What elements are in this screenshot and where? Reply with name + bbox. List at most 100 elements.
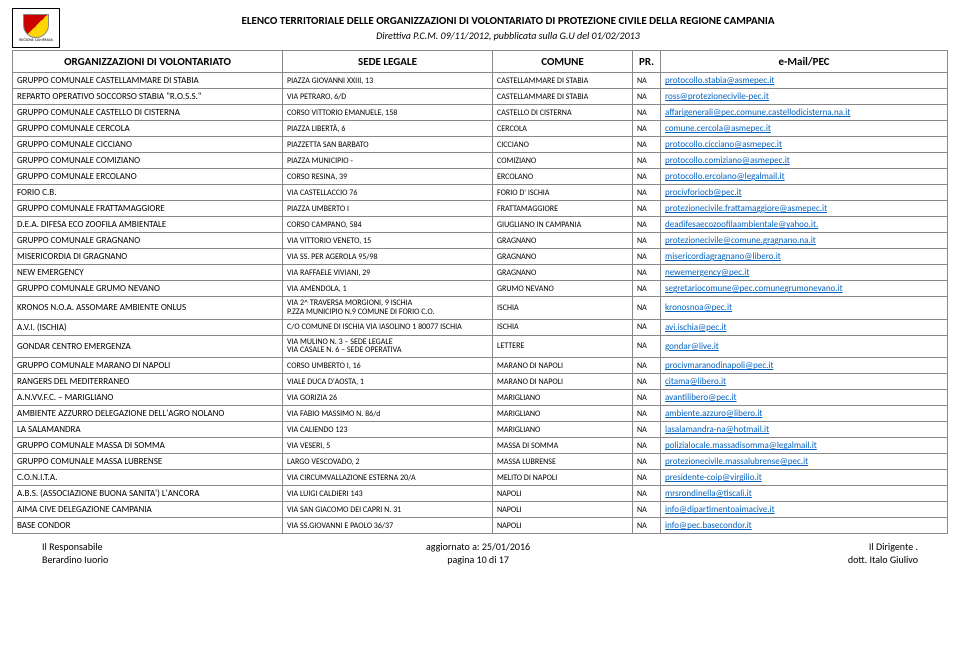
email-link[interactable]: protocollo.ercolano@legalmail.it <box>665 171 785 182</box>
cell-org: GRUPPO COMUNALE GRUMO NEVANO <box>13 281 283 297</box>
cell-email: kronosnoa@pec.it <box>661 297 948 320</box>
cell-org: GRUPPO COMUNALE MARANO DI NAPOLI <box>13 358 283 374</box>
cell-pr: NA <box>633 201 661 217</box>
cell-comune: CERCOLA <box>493 121 633 137</box>
cell-pr: NA <box>633 185 661 201</box>
cell-pr: NA <box>633 406 661 422</box>
table-row: AIMA CIVE DELEGAZIONE CAMPANIAVIA SAN GI… <box>13 502 948 518</box>
cell-org: GRUPPO COMUNALE GRAGNANO <box>13 233 283 249</box>
cell-comune: GRAGNANO <box>493 233 633 249</box>
cell-email: affarigenerali@pec.comune.castellodicist… <box>661 105 948 121</box>
email-link[interactable]: info@dipartimentoaimacive.it <box>665 504 775 515</box>
cell-pr: NA <box>633 454 661 470</box>
email-link[interactable]: deadifesaecozoofilaambientale@yahoo.it. <box>665 219 818 230</box>
page-subtitle: Direttiva P.C.M. 09/11/2012, pubblicata … <box>68 29 948 42</box>
email-link[interactable]: presidente-coip@virgilio.it <box>665 472 762 483</box>
cell-org: A.V.I. (ISCHIA) <box>13 319 283 335</box>
email-link[interactable]: protocollo.cicciano@asmepec.it <box>665 139 782 150</box>
email-link[interactable]: gondar@live.it <box>665 341 719 352</box>
cell-comune: MARANO DI NAPOLI <box>493 358 633 374</box>
page-header: REGIONE CAMPANIA ELENCO TERRITORIALE DEL… <box>12 8 948 48</box>
cell-sede: VIA GORIZIA 26 <box>283 390 493 406</box>
cell-org: A.B.S. (ASSOCIAZIONE BUONA SANITA') L'AN… <box>13 486 283 502</box>
cell-org: RANGERS DEL MEDITERRANEO <box>13 374 283 390</box>
email-link[interactable]: segretariocomune@pec.comunegrumonevano.i… <box>665 283 843 294</box>
table-row: NEW EMERGENCYVIA RAFFAELE VIVIANI, 29GRA… <box>13 265 948 281</box>
cell-comune: CICCIANO <box>493 137 633 153</box>
table-row: GONDAR CENTRO EMERGENZAVIA MULINO N. 3 –… <box>13 335 948 358</box>
organizations-table: ORGANIZZAZIONI DI VOLONTARIATO SEDE LEGA… <box>12 50 948 534</box>
table-row: D.E.A. DIFESA ECO ZOOFILA AMBIENTALECORS… <box>13 217 948 233</box>
cell-email: presidente-coip@virgilio.it <box>661 470 948 486</box>
region-logo: REGIONE CAMPANIA <box>12 8 60 48</box>
cell-pr: NA <box>633 470 661 486</box>
cell-email: info@pec.basecondor.it <box>661 518 948 534</box>
cell-comune: GRAGNANO <box>493 249 633 265</box>
email-link[interactable]: avi.ischia@pec.it <box>665 322 726 333</box>
email-link[interactable]: affarigenerali@pec.comune.castellodicist… <box>665 107 850 118</box>
col-header-sede: SEDE LEGALE <box>283 51 493 73</box>
cell-sede: VIA CALIENDO 123 <box>283 422 493 438</box>
footer-responsible-label: Il Responsabile <box>42 540 108 553</box>
cell-pr: NA <box>633 297 661 320</box>
email-link[interactable]: procivmaranodinapoli@pec.it <box>665 360 774 371</box>
cell-pr: NA <box>633 153 661 169</box>
email-link[interactable]: protocollo.stabia@asmepec.it <box>665 75 774 86</box>
cell-pr: NA <box>633 518 661 534</box>
email-link[interactable]: protocollo.comiziano@asmepec.it <box>665 155 790 166</box>
email-link[interactable]: mrsrondinella@tiscali.it <box>665 488 752 499</box>
email-link[interactable]: procivforiocb@pec.it <box>665 187 742 198</box>
email-link[interactable]: comune.cercola@asmepec.it <box>665 123 771 134</box>
cell-pr: NA <box>633 390 661 406</box>
email-link[interactable]: ambiente.azzuro@libero.it <box>665 408 762 419</box>
cell-pr: NA <box>633 335 661 358</box>
cell-email: newemergency@pec.it <box>661 265 948 281</box>
footer-manager-name: dott. Italo Giulivo <box>848 553 918 566</box>
cell-email: avi.ischia@pec.it <box>661 319 948 335</box>
table-row: C.O.N.I.T.A.VIA CIRCUMVALLAZIONE ESTERNA… <box>13 470 948 486</box>
cell-org: GRUPPO COMUNALE FRATTAMAGGIORE <box>13 201 283 217</box>
cell-sede: PIAZZA UMBERTO I <box>283 201 493 217</box>
cell-sede: PIAZZA LIBERTÀ, 6 <box>283 121 493 137</box>
cell-org: GONDAR CENTRO EMERGENZA <box>13 335 283 358</box>
email-link[interactable]: lasalamandra-na@hotmail.it <box>665 424 769 435</box>
footer-manager-label: Il Dirigente . <box>848 540 918 553</box>
cell-org: GRUPPO COMUNALE CASTELLO DI CISTERNA <box>13 105 283 121</box>
email-link[interactable]: info@pec.basecondor.it <box>665 520 752 531</box>
email-link[interactable]: citama@libero.it <box>665 376 726 387</box>
table-row: GRUPPO COMUNALE GRUMO NEVANOVIA AMENDOLA… <box>13 281 948 297</box>
email-link[interactable]: misericordiagragnano@libero.it <box>665 251 781 262</box>
cell-sede: VIALE DUCA D'AOSTA, 1 <box>283 374 493 390</box>
cell-sede: PIAZZETTA SAN BARBATO <box>283 137 493 153</box>
cell-sede: VIA SS.GIOVANNI E PAOLO 36/37 <box>283 518 493 534</box>
cell-comune: CASTELLAMMARE DI STABIA <box>493 89 633 105</box>
email-link[interactable]: polizialocale.massadisomma@legalmail.it <box>665 440 817 451</box>
cell-org: REPARTO OPERATIVO SOCCORSO STABIA "R.O.S… <box>13 89 283 105</box>
cell-email: ambiente.azzuro@libero.it <box>661 406 948 422</box>
cell-sede: CORSO CAMPANO, 584 <box>283 217 493 233</box>
email-link[interactable]: protezionecivile.massalubrense@pec.it <box>665 456 808 467</box>
email-link[interactable]: protezionecivile.frattamaggiore@asmepec.… <box>665 203 827 214</box>
cell-comune: NAPOLI <box>493 518 633 534</box>
cell-comune: ISCHIA <box>493 319 633 335</box>
email-link[interactable]: avantilibero@pec.it <box>665 392 737 403</box>
cell-pr: NA <box>633 486 661 502</box>
cell-org: A.N.VV.F.C. – MARIGLIANO <box>13 390 283 406</box>
table-row: GRUPPO COMUNALE ERCOLANOCORSO RESINA, 39… <box>13 169 948 185</box>
email-link[interactable]: kronosnoa@pec.it <box>665 302 732 313</box>
cell-email: protocollo.cicciano@asmepec.it <box>661 137 948 153</box>
email-link[interactable]: protezionecivile@comune.gragnano.na.it <box>665 235 816 246</box>
email-link[interactable]: newemergency@pec.it <box>665 267 749 278</box>
col-header-email: e-Mail/PEC <box>661 51 948 73</box>
email-link[interactable]: ross@protezionecivile-pec.it <box>665 91 769 102</box>
shield-icon <box>23 14 49 38</box>
table-row: A.V.I. (ISCHIA)C/O COMUNE DI ISCHIA VIA … <box>13 319 948 335</box>
cell-email: deadifesaecozoofilaambientale@yahoo.it. <box>661 217 948 233</box>
col-header-org: ORGANIZZAZIONI DI VOLONTARIATO <box>13 51 283 73</box>
cell-email: protocollo.ercolano@legalmail.it <box>661 169 948 185</box>
cell-sede: PIAZZA MUNICIPIO - <box>283 153 493 169</box>
cell-pr: NA <box>633 89 661 105</box>
cell-org: LA SALAMANDRA <box>13 422 283 438</box>
table-row: GRUPPO COMUNALE MASSA DI SOMMAVIA VESERI… <box>13 438 948 454</box>
cell-pr: NA <box>633 249 661 265</box>
